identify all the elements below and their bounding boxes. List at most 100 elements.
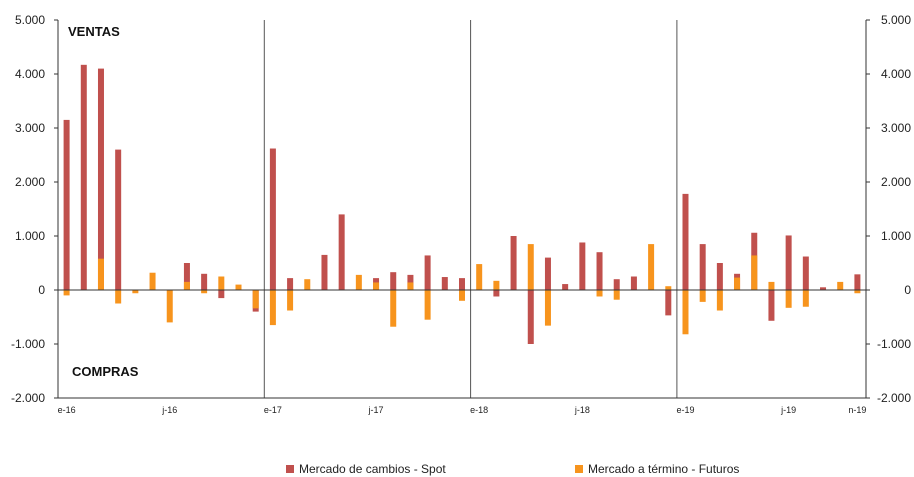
spot-bar-38 (716, 263, 723, 290)
futuros-bar-32 (613, 290, 620, 300)
futuros-bar-5 (149, 272, 156, 290)
x-tick-label-8: n-19 (848, 405, 866, 415)
futuros-bar-28 (544, 290, 551, 326)
futuros-bar-8 (201, 290, 208, 294)
x-tick-label-3: j-17 (368, 405, 384, 415)
spot-bar-37 (699, 244, 706, 290)
futuros-bar-27 (527, 244, 534, 290)
spot-bar-44 (820, 287, 827, 290)
spot-bar-2 (97, 68, 104, 290)
futuros-bar-18 (373, 282, 380, 290)
spot-bar-28 (544, 257, 551, 290)
legend-label-futuros: Mercado a término - Futuros (588, 462, 740, 476)
futuros-bar-23 (459, 290, 465, 301)
y-tick-label-left-5: 0 (38, 283, 45, 297)
spot-bar-33 (630, 276, 637, 290)
futuros-bar-34 (648, 244, 655, 290)
x-tick-label-6: e-19 (676, 405, 694, 415)
spot-bar-41 (768, 290, 775, 321)
futuros-bar-37 (699, 290, 706, 302)
futuros-bar-46 (854, 290, 861, 294)
futuros-bar-31 (596, 290, 603, 297)
spot-bar-13 (287, 278, 294, 290)
spot-bar-35 (665, 290, 672, 316)
spot-bar-21 (424, 255, 431, 290)
x-tick-label-7: j-19 (780, 405, 796, 415)
y-tick-label-left-3: 2.000 (15, 175, 45, 189)
annotation-ventas: VENTAS (68, 24, 120, 39)
spot-bar-25 (493, 290, 500, 297)
spot-bar-36 (682, 193, 689, 290)
spot-bar-9 (218, 290, 225, 299)
futuros-bar-0 (63, 290, 70, 296)
futuros-bar-24 (476, 264, 483, 290)
y-tick-label-right-0: 5.000 (881, 13, 911, 27)
futuros-bar-45 (837, 281, 844, 290)
spot-bar-46 (854, 274, 861, 290)
x-tick-label-4: e-18 (470, 405, 488, 415)
legend-swatch-futuros (575, 465, 583, 473)
futuros-bar-3 (115, 290, 122, 304)
legend-swatch-spot (286, 465, 294, 473)
spot-bar-27 (527, 290, 534, 344)
futures-bars (63, 244, 861, 335)
futuros-bar-43 (802, 290, 809, 307)
futuros-bar-6 (166, 290, 173, 323)
x-tick-label-1: j-16 (161, 405, 177, 415)
spot-bar-30 (579, 242, 586, 290)
spot-bar-1 (80, 64, 87, 290)
x-tick-label-2: e-17 (264, 405, 282, 415)
y-tick-label-right-5: 0 (904, 283, 911, 297)
futuros-bar-12 (269, 290, 276, 326)
futuros-bar-36 (682, 290, 689, 335)
futuros-bar-19 (390, 290, 397, 327)
futuros-bar-2 (97, 258, 104, 290)
futuros-bar-7 (183, 281, 190, 290)
futuros-bar-4 (132, 290, 139, 294)
futuros-bar-21 (424, 290, 431, 320)
legend-item-futuros: Mercado a término - Futuros (575, 462, 739, 476)
spot-bar-19 (390, 272, 397, 290)
spot-bar-43 (802, 256, 809, 290)
spot-bar-31 (596, 252, 603, 290)
spot-bar-23 (459, 278, 465, 290)
spot-bars (63, 64, 861, 344)
futuros-bar-42 (785, 290, 792, 308)
futuros-bar-41 (768, 281, 775, 290)
futuros-bar-13 (287, 290, 294, 311)
y-tick-label-right-1: 4.000 (881, 67, 911, 81)
axes (54, 19, 870, 399)
spot-bar-42 (785, 235, 792, 290)
year-separators (263, 20, 678, 398)
y-tick-label-right-3: 2.000 (881, 175, 911, 189)
y-tick-label-left-7: -2.000 (11, 391, 45, 405)
y-tick-label-right-2: 3.000 (881, 121, 911, 135)
y-tick-label-left-1: 4.000 (15, 67, 45, 81)
x-tick-label-0: e-16 (58, 405, 76, 415)
spot-bar-16 (338, 214, 345, 290)
tick-labels: 5.000 5.000 4.000 4.000 3.000 3.000 2.000 2.000… (11, 13, 911, 415)
y-tick-label-left-2: 3.000 (15, 121, 45, 135)
legend-item-spot: Mercado de cambios - Spot (286, 462, 446, 476)
x-tick-label-5: j-18 (574, 405, 590, 415)
futuros-bar-35 (665, 286, 672, 290)
futuros-bar-25 (493, 280, 500, 290)
spot-bar-12 (269, 148, 276, 290)
futuros-bar-39 (734, 277, 741, 290)
futuros-bar-11 (252, 290, 259, 309)
futuros-bar-20 (407, 282, 414, 290)
legend-label-spot: Mercado de cambios - Spot (299, 462, 446, 476)
futuros-bar-9 (218, 276, 225, 290)
spot-bar-29 (562, 284, 569, 290)
y-tick-label-left-4: 1.000 (15, 229, 45, 243)
spot-bar-0 (63, 119, 70, 291)
y-tick-label-left-0: 5.000 (15, 13, 45, 27)
spot-bar-32 (613, 279, 620, 290)
spot-bar-8 (201, 273, 208, 290)
y-tick-label-right-7: -2.000 (877, 391, 911, 405)
annotation-compras: COMPRAS (72, 364, 139, 379)
y-tick-label-left-6: -1.000 (11, 337, 45, 351)
futuros-bar-10 (235, 284, 242, 290)
futuros-bar-14 (304, 279, 311, 290)
